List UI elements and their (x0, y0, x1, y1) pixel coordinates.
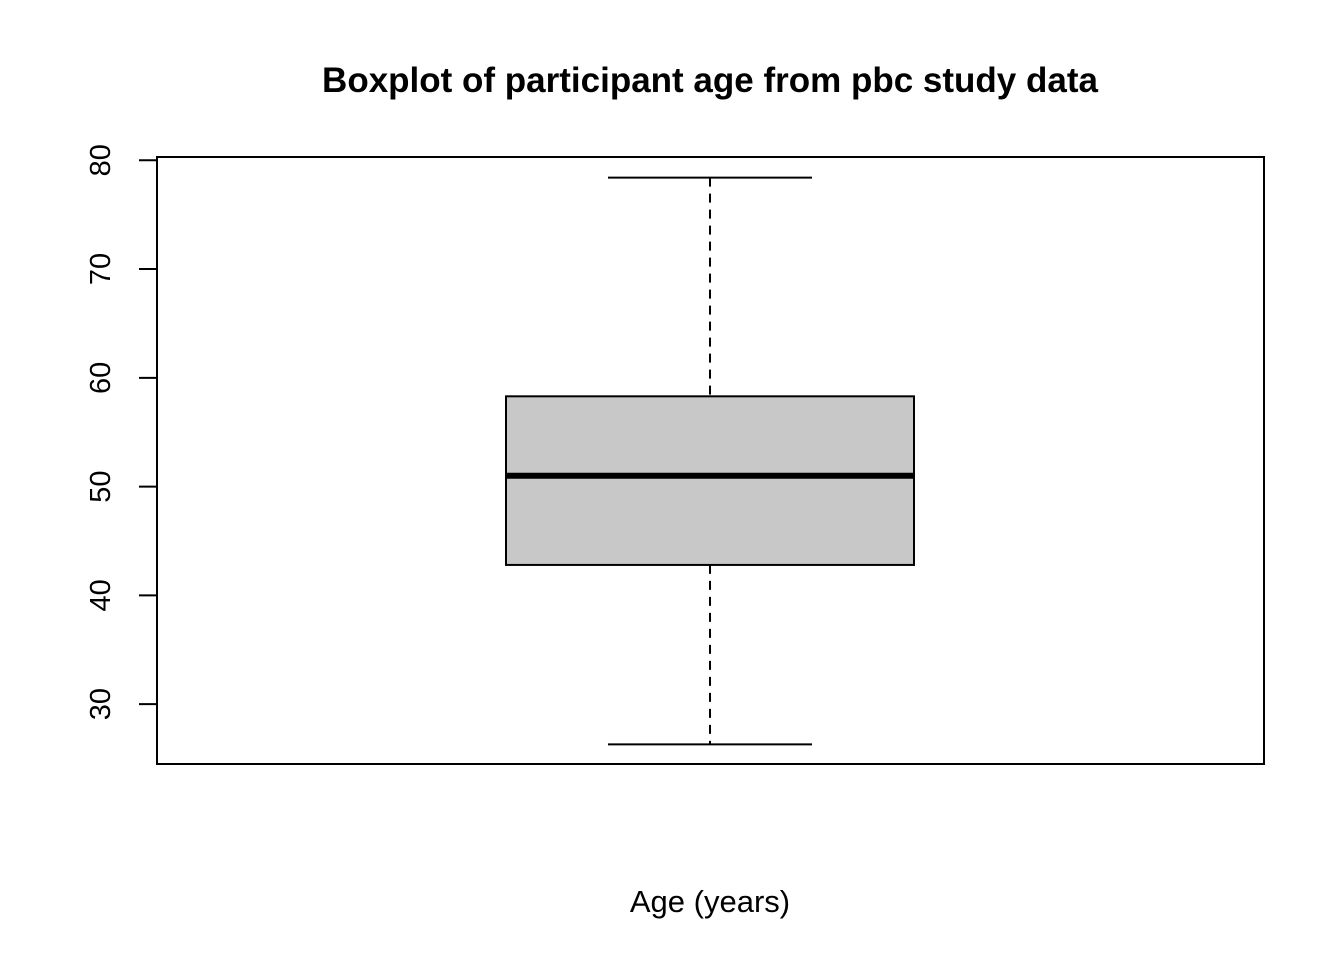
y-tick-label-30: 30 (85, 688, 117, 720)
y-tick-label-60: 60 (85, 362, 117, 394)
interquartile-box (505, 395, 915, 566)
chart-title: Boxplot of participant age from pbc stud… (322, 61, 1098, 100)
boxplot (505, 176, 915, 746)
y-tick-label-40: 40 (85, 579, 117, 611)
y-tick-label-80: 80 (85, 144, 117, 176)
x-axis-label: Age (years) (630, 884, 790, 919)
y-tick-label-50: 50 (85, 470, 117, 502)
y-axis: 30 40 50 60 70 80 (85, 144, 158, 720)
y-tick-label-70: 70 (85, 253, 117, 285)
